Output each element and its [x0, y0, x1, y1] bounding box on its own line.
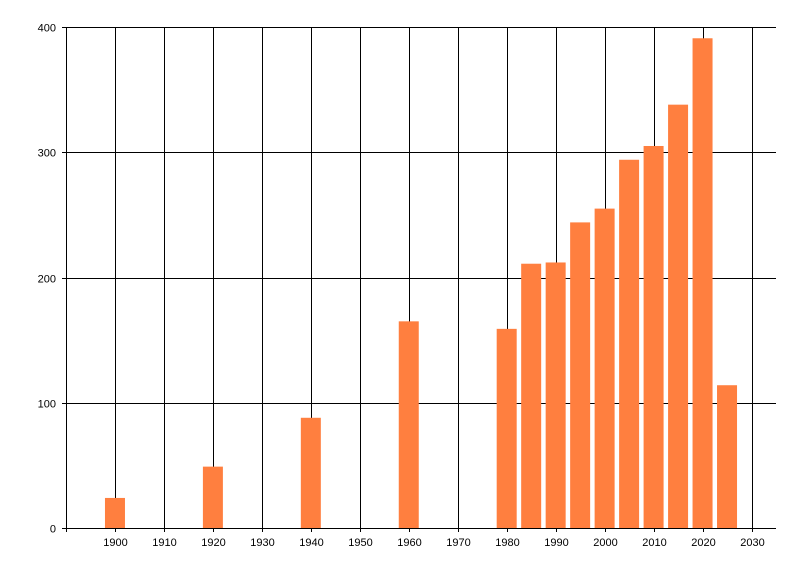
bar: [104, 497, 125, 528]
x-tick-label: 1910: [152, 537, 176, 549]
x-tick-label: 2020: [691, 537, 715, 549]
x-tick-label: 1930: [250, 537, 274, 549]
bar: [300, 417, 321, 528]
x-axis-tick-labels: 1900 1910 1920 1930 1940 1950 1960 1970 1980 1990…: [103, 537, 764, 549]
x-tick-label: 2010: [642, 537, 666, 549]
bar: [643, 145, 664, 529]
x-tick-label: 1950: [348, 537, 372, 549]
bar: [202, 466, 223, 528]
x-tick-label: 2030: [740, 537, 764, 549]
y-tick-label: 400: [38, 23, 56, 35]
x-tick-label: 1920: [201, 537, 225, 549]
y-tick-label: 100: [38, 399, 56, 411]
y-tick-label: 0: [50, 524, 56, 536]
axes: [62, 27, 776, 532]
x-tick-label: 1980: [495, 537, 519, 549]
x-tick-label: 1990: [544, 537, 568, 549]
bar: [521, 263, 542, 528]
bar: [692, 38, 713, 529]
x-tick-label: 1970: [446, 537, 470, 549]
bar: [398, 321, 419, 528]
x-tick-label: 1960: [397, 537, 421, 549]
bar: [594, 208, 615, 529]
x-tick-label: 1940: [299, 537, 323, 549]
x-tick-label: 2000: [593, 537, 617, 549]
y-tick-label: 300: [38, 148, 56, 160]
bars: [104, 38, 738, 529]
bar: [496, 328, 517, 528]
y-axis-tick-labels: 0 100 200 300 400: [38, 23, 56, 536]
y-tick-label: 200: [38, 274, 56, 286]
x-tick-label: 1900: [103, 537, 127, 549]
bar: [717, 385, 738, 528]
bar: [619, 159, 640, 528]
bar: [668, 104, 689, 528]
bar: [570, 222, 591, 528]
bar: [545, 262, 566, 528]
